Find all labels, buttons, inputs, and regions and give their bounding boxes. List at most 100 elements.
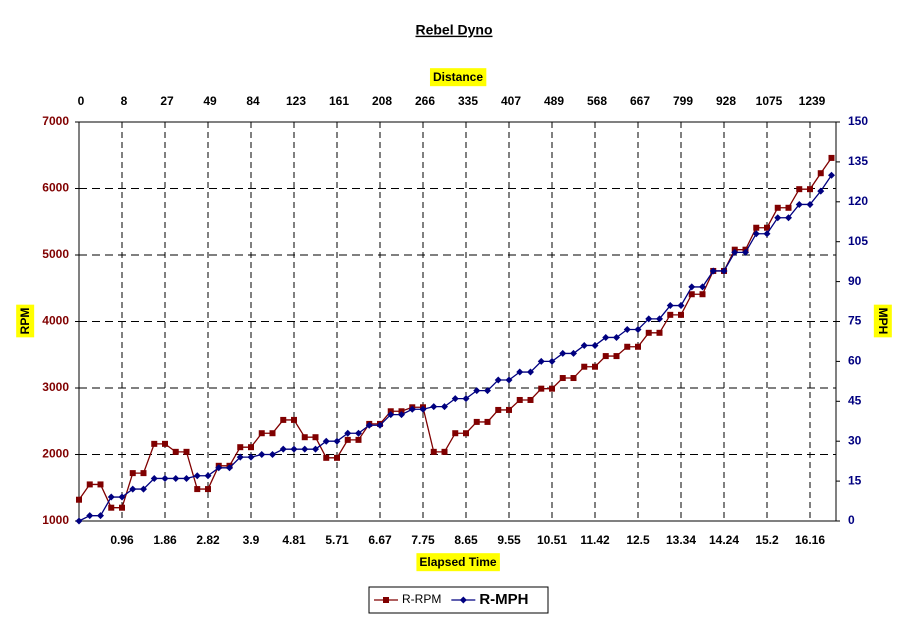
y-axis-title-box xyxy=(16,304,35,338)
x2-tick-label: 667 xyxy=(630,94,650,108)
data-point xyxy=(774,214,782,222)
x-tick-label: 1.86 xyxy=(153,533,177,547)
data-point xyxy=(484,418,491,425)
data-point xyxy=(559,349,567,357)
data-point xyxy=(129,470,136,477)
y-axis-title: RPM xyxy=(18,308,32,335)
data-point xyxy=(129,485,137,493)
x2-tick-label: 407 xyxy=(501,94,521,108)
data-point xyxy=(205,486,211,493)
data-point xyxy=(387,411,395,419)
data-point xyxy=(161,474,169,482)
data-point xyxy=(678,311,684,318)
x2-tick-label: 84 xyxy=(246,94,260,108)
legend-marker xyxy=(459,596,467,604)
x-tick-label: 11.42 xyxy=(580,533,610,547)
data-point xyxy=(656,329,663,336)
data-point xyxy=(452,430,459,437)
data-point xyxy=(291,416,297,423)
x-axis-title: Elapsed Time xyxy=(419,555,496,569)
data-point xyxy=(667,311,674,318)
data-point xyxy=(355,429,362,437)
legend-box xyxy=(368,586,549,614)
data-point xyxy=(634,325,642,333)
x-tick-label: 0.96 xyxy=(110,533,134,547)
y2-tick-label: 105 xyxy=(848,234,868,248)
data-point xyxy=(140,470,147,477)
data-point xyxy=(463,430,469,437)
data-point xyxy=(817,187,825,195)
data-point xyxy=(269,430,276,437)
data-point xyxy=(570,349,577,357)
y-tick-label: 7000 xyxy=(42,114,69,128)
data-point xyxy=(215,464,223,472)
data-point xyxy=(376,421,384,429)
data-point xyxy=(312,445,319,453)
y2-axis-title-box xyxy=(873,304,892,338)
data-point xyxy=(495,406,502,413)
data-point xyxy=(301,434,308,441)
data-point xyxy=(645,315,653,323)
data-point xyxy=(666,302,674,310)
data-point xyxy=(753,224,760,231)
data-point xyxy=(76,496,82,503)
x-tick-label: 15.2 xyxy=(755,533,779,547)
y2-tick-label: 60 xyxy=(848,354,862,368)
data-point xyxy=(538,385,545,392)
data-point xyxy=(151,440,158,447)
data-point xyxy=(580,341,588,349)
x-tick-label: 3.9 xyxy=(243,533,260,547)
data-point xyxy=(172,448,179,455)
data-point xyxy=(656,315,663,323)
data-point xyxy=(505,376,513,384)
data-point xyxy=(355,436,362,443)
x2-axis-title-box xyxy=(429,68,487,87)
data-point xyxy=(527,368,534,376)
x-tick-label: 6.67 xyxy=(368,533,392,547)
x-axis-title-group: Elapsed Time xyxy=(416,553,500,572)
data-point xyxy=(806,200,814,208)
data-point xyxy=(430,448,437,455)
data-point xyxy=(623,325,631,333)
data-point xyxy=(559,375,566,382)
legend-label: R-RPM xyxy=(402,592,441,606)
data-point xyxy=(279,445,287,453)
data-point xyxy=(828,154,835,161)
data-point xyxy=(613,333,620,341)
data-point xyxy=(764,224,770,231)
x2-tick-label: 123 xyxy=(286,94,306,108)
x2-tick-label: 266 xyxy=(415,94,435,108)
data-point xyxy=(322,437,330,445)
x2-tick-label: 161 xyxy=(329,94,349,108)
x2-tick-label: 928 xyxy=(716,94,736,108)
x2-axis-title-group: Distance xyxy=(429,68,487,87)
y2-tick-label: 45 xyxy=(848,393,862,407)
data-point xyxy=(97,512,104,520)
data-point xyxy=(677,302,685,310)
y-tick-label: 1000 xyxy=(42,513,69,527)
plot-border xyxy=(78,121,837,522)
x-axis-title-box xyxy=(416,553,500,572)
x2-tick-label: 489 xyxy=(544,94,564,108)
x2-tick-label: 568 xyxy=(587,94,607,108)
data-point xyxy=(451,395,459,403)
data-point xyxy=(323,454,330,461)
data-point xyxy=(334,454,340,461)
data-point xyxy=(430,403,438,411)
data-point xyxy=(269,451,276,458)
data-point xyxy=(795,200,803,208)
chart-title: Rebel Dyno xyxy=(415,22,492,38)
data-point xyxy=(97,481,104,488)
data-point xyxy=(226,464,233,472)
data-point xyxy=(645,329,652,336)
x2-tick-label: 49 xyxy=(203,94,217,108)
data-point xyxy=(107,493,115,501)
data-point xyxy=(419,405,427,413)
data-point xyxy=(408,405,416,413)
data-point xyxy=(344,436,351,443)
data-point xyxy=(688,291,695,298)
data-point xyxy=(193,472,201,480)
data-point xyxy=(592,363,598,370)
data-point xyxy=(516,368,524,376)
